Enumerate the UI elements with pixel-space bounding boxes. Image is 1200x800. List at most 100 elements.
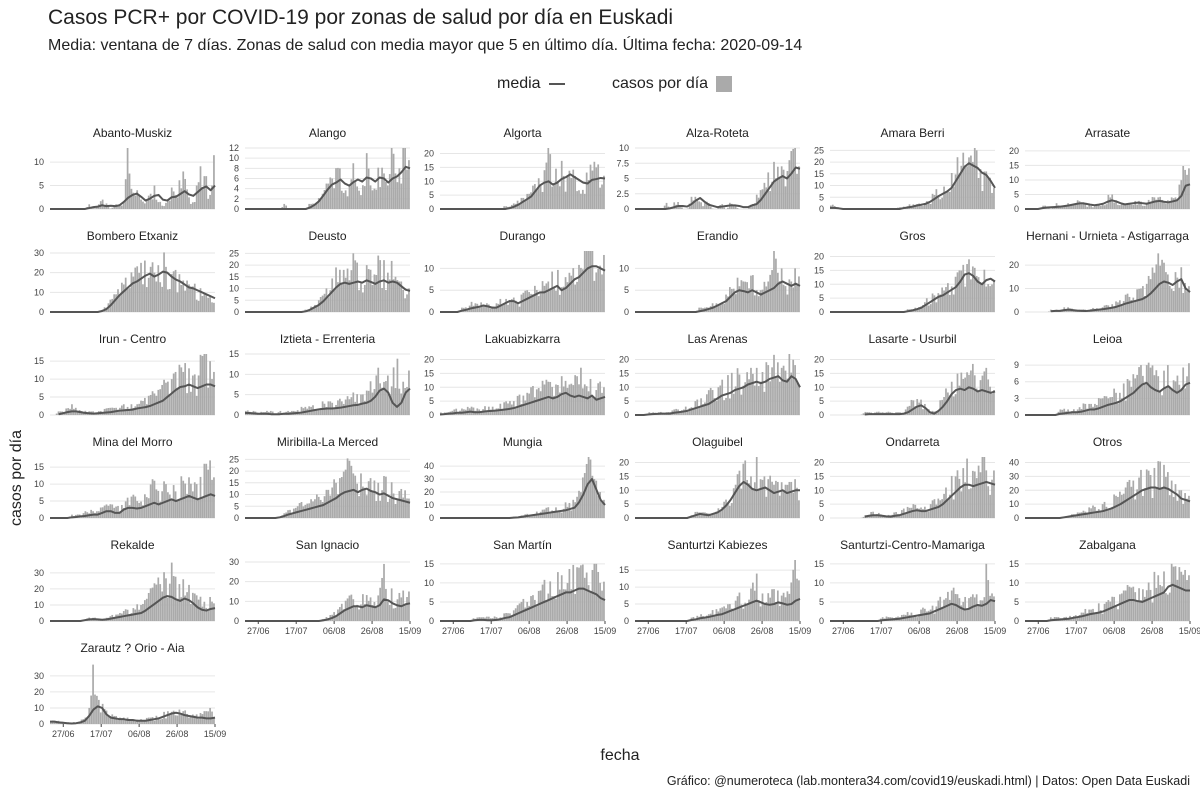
bar xyxy=(580,193,582,209)
y-tick-label: 10 xyxy=(229,284,239,294)
bar xyxy=(566,506,569,518)
bar xyxy=(1078,201,1081,209)
x-tick-label: 17/07 xyxy=(1065,626,1088,636)
bar xyxy=(115,715,117,724)
bar xyxy=(792,492,795,518)
bar xyxy=(742,385,745,415)
bar xyxy=(981,457,984,518)
bar xyxy=(534,599,536,621)
bar xyxy=(312,307,314,312)
bar xyxy=(578,490,580,518)
bar xyxy=(188,197,190,209)
bar xyxy=(572,564,575,621)
bar xyxy=(960,372,963,415)
bar xyxy=(776,362,779,415)
bar xyxy=(340,477,343,518)
bar xyxy=(396,280,399,312)
bar xyxy=(176,388,179,415)
bar xyxy=(356,262,358,312)
bar xyxy=(1107,398,1110,415)
bar xyxy=(767,593,770,621)
bar xyxy=(325,288,328,312)
y-tick-label: 15 xyxy=(229,478,239,488)
bar xyxy=(555,384,557,415)
bar xyxy=(601,392,603,415)
bar xyxy=(587,251,590,312)
bar xyxy=(1074,204,1077,209)
bar xyxy=(524,290,527,312)
bar xyxy=(55,722,58,724)
bar xyxy=(948,191,951,209)
bar xyxy=(732,205,735,209)
bar xyxy=(603,254,605,312)
bar xyxy=(358,496,360,518)
bar xyxy=(356,186,358,209)
bar xyxy=(142,201,144,209)
bar xyxy=(325,407,328,415)
bar xyxy=(344,277,347,312)
bar xyxy=(1157,575,1160,621)
bar xyxy=(115,294,117,312)
bar xyxy=(943,493,945,518)
bar xyxy=(918,203,920,209)
bar xyxy=(939,294,942,312)
bar xyxy=(700,202,702,209)
bar xyxy=(702,404,704,415)
bar xyxy=(1132,586,1135,621)
bar xyxy=(145,497,148,518)
bar xyxy=(1159,584,1162,621)
bar xyxy=(136,190,139,209)
bar xyxy=(323,293,326,312)
bar xyxy=(373,274,376,312)
bar xyxy=(570,275,573,312)
bar xyxy=(782,492,785,518)
bar xyxy=(117,206,119,209)
bar xyxy=(729,604,731,621)
bar xyxy=(929,203,932,209)
bar xyxy=(159,501,162,518)
bar xyxy=(702,206,704,209)
bar xyxy=(167,711,169,724)
y-tick-label: 20 xyxy=(34,584,44,594)
bar xyxy=(585,572,588,621)
bar xyxy=(576,281,578,312)
bar xyxy=(956,594,959,621)
bar xyxy=(1107,509,1110,518)
bar xyxy=(365,265,368,312)
bar xyxy=(1095,510,1098,518)
bar xyxy=(973,148,976,209)
bars-casos-por-dia xyxy=(69,460,215,518)
bar xyxy=(1182,293,1185,312)
bar xyxy=(744,382,747,415)
bar xyxy=(180,476,183,518)
panel-title: Iztieta - Errenteria xyxy=(280,332,376,346)
bar xyxy=(580,492,582,518)
bar xyxy=(385,381,387,415)
bar xyxy=(937,600,940,621)
bar xyxy=(591,251,594,312)
bar xyxy=(381,288,383,312)
bar xyxy=(151,199,154,209)
bar xyxy=(570,177,573,209)
bar xyxy=(734,386,737,415)
bar xyxy=(138,272,140,312)
bar xyxy=(168,583,171,621)
bar xyxy=(197,182,200,209)
bar xyxy=(191,375,194,415)
bar xyxy=(1151,267,1154,312)
bar xyxy=(1153,467,1156,518)
bar xyxy=(553,183,555,209)
bar xyxy=(989,386,991,415)
bar xyxy=(530,293,532,312)
bar xyxy=(211,601,213,621)
bar xyxy=(713,305,716,312)
bar xyxy=(603,387,605,415)
bar xyxy=(1076,616,1079,621)
bar xyxy=(165,266,167,312)
y-tick-label: 15 xyxy=(1009,160,1019,170)
bar xyxy=(729,505,731,518)
bar xyxy=(489,308,492,312)
bar xyxy=(119,294,121,312)
bar xyxy=(381,167,383,209)
